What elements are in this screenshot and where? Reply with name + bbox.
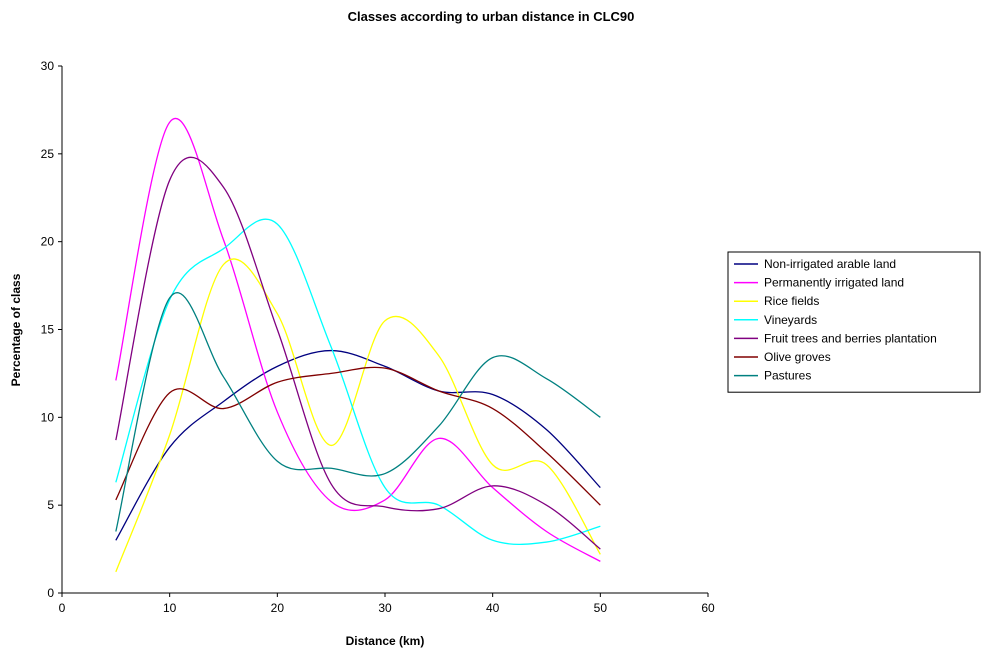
series-line-vineyards xyxy=(115,218,601,546)
y-tick-label: 30 xyxy=(41,59,55,73)
series-line-fruit-trees-and-berries-plantation xyxy=(115,156,601,550)
y-tick-label: 25 xyxy=(41,147,55,161)
legend-label: Rice fields xyxy=(764,294,819,308)
y-tick-label: 10 xyxy=(41,410,55,424)
legend-label: Vineyards xyxy=(764,313,817,327)
x-tick-label: 0 xyxy=(59,601,66,615)
series-line-olive-groves xyxy=(115,366,601,506)
legend-label: Fruit trees and berries plantation xyxy=(764,331,937,345)
series-line-permanently-irrigated-land xyxy=(115,118,601,562)
axes: 0 5 10 15 20 25 30 0 10 20 30 40 50 60 xyxy=(41,59,715,615)
x-tick-label: 40 xyxy=(486,601,500,615)
x-tick-label: 60 xyxy=(701,601,715,615)
legend-box xyxy=(727,251,981,393)
legend-label: Olive groves xyxy=(764,350,831,364)
series-line-non-irrigated-arable-land xyxy=(115,349,601,541)
y-tick-label: 15 xyxy=(41,323,55,337)
series-line-pastures xyxy=(115,292,601,532)
chart-title: Classes according to urban distance in C… xyxy=(348,9,635,24)
x-tick-label: 50 xyxy=(594,601,608,615)
series-line-rice-fields xyxy=(115,258,601,573)
legend-label: Pastures xyxy=(764,369,811,383)
x-axis-label: Distance (km) xyxy=(346,634,425,648)
legend: Non-irrigated arable land Permanently irr… xyxy=(727,251,981,393)
legend-label: Non-irrigated arable land xyxy=(764,257,896,271)
x-tick-label: 10 xyxy=(163,601,177,615)
legend-label: Permanently irrigated land xyxy=(764,276,904,290)
series-layer xyxy=(115,118,601,573)
y-tick-label: 20 xyxy=(41,235,55,249)
y-tick-label: 0 xyxy=(47,586,54,600)
x-tick-label: 20 xyxy=(271,601,285,615)
x-tick-label: 30 xyxy=(378,601,392,615)
y-tick-label: 5 xyxy=(47,498,54,512)
y-axis-label: Percentage of class xyxy=(9,273,23,386)
